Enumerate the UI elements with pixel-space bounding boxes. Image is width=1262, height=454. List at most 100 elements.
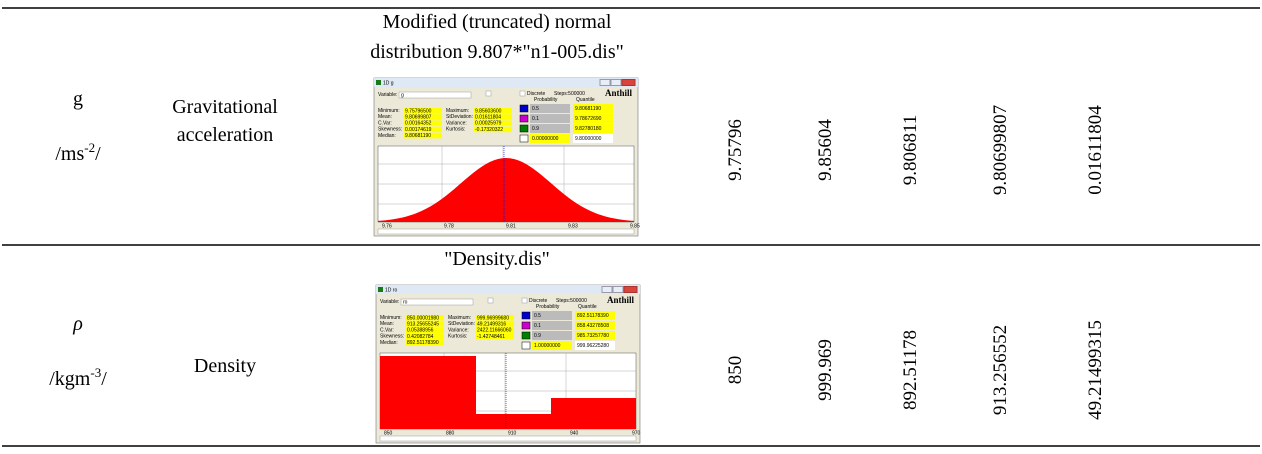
stat-value: 9.85603600 — [475, 108, 502, 114]
stat-value: 0.00164352 — [405, 121, 432, 127]
value: 913.256552 — [990, 325, 1011, 415]
unit: /kgm-3/ — [49, 365, 107, 390]
stat-label: Skewness: — [378, 127, 402, 133]
status-bar — [378, 229, 634, 234]
max-button — [611, 80, 621, 86]
swatch — [520, 135, 528, 142]
value: 9.85604 — [815, 119, 836, 181]
value: 49.21499315 — [1085, 320, 1106, 420]
quantile-header: Quantile — [578, 304, 597, 310]
document-table: g/ms-2/GravitationalaccelerationModified… — [0, 0, 1262, 454]
stat-value: 0.05388956 — [407, 328, 434, 334]
title-bar — [376, 285, 640, 294]
stat-value: 892.51178390 — [407, 340, 439, 346]
probability-header: Probability — [536, 304, 560, 310]
quantile-value: 9.80000000 — [575, 136, 602, 142]
stat-value: 0.42082784 — [407, 334, 434, 340]
brand: Anthill — [607, 295, 635, 305]
stat-label: Skewness: — [380, 334, 404, 340]
probability-value: 0.1 — [534, 323, 541, 329]
quantile-value: 858.43278508 — [577, 323, 609, 329]
axis-label: 9.78 — [444, 224, 454, 230]
value: 999.969 — [815, 339, 836, 401]
value: 0.01611804 — [1085, 105, 1106, 195]
stat-label: Median: — [380, 340, 398, 346]
value: 9.75796 — [725, 119, 746, 181]
close-button — [622, 80, 635, 86]
value: 9.806811 — [900, 115, 921, 186]
stat-value: 0.00025979 — [475, 121, 502, 127]
probability-value: 0.9 — [534, 333, 541, 339]
unit-part: / — [101, 368, 107, 390]
symbol: g — [73, 88, 83, 110]
axis-label: 9.83 — [568, 224, 578, 230]
stat-value: 9.75796500 — [405, 108, 432, 114]
variable-value: ro — [403, 300, 408, 306]
checkbox — [522, 298, 527, 303]
axis-label: 940 — [570, 431, 579, 437]
swatch — [520, 125, 528, 132]
unit-exponent: -3 — [90, 365, 101, 380]
unit: /ms-2/ — [55, 140, 101, 165]
stat-value: 913.25655245 — [407, 322, 439, 328]
stat-label: C.Var: — [380, 327, 394, 333]
quantile-value: 9.80681190 — [575, 106, 601, 112]
axis-label: 9.85 — [630, 224, 640, 230]
quantity-name: Gravitational — [172, 96, 278, 118]
swatch — [522, 322, 530, 329]
swatch — [522, 312, 530, 319]
probability-value: 0.9 — [532, 126, 539, 132]
axis-label: 9.76 — [382, 224, 392, 230]
stat-value: 9.80681190 — [405, 133, 431, 139]
quantile-value: 892.51178390 — [577, 313, 609, 319]
stat-value: 0.01611804 — [475, 115, 501, 121]
window-title: 1D ro — [385, 288, 397, 294]
stat-label: Median: — [378, 133, 396, 139]
distribution-title: "Density.dis" — [444, 248, 550, 270]
stat-label: StDeviation: — [448, 321, 475, 327]
value: 9.80699807 — [990, 105, 1011, 195]
stat-label: Mean: — [380, 321, 394, 327]
checkbox — [486, 91, 491, 96]
axis-label: 970 — [632, 431, 641, 437]
stat-label: Kurtosis: — [448, 334, 467, 340]
stat-value: 850.00001980 — [407, 315, 439, 321]
variable-value: g — [401, 93, 404, 99]
quantile-value: 999.96225280 — [577, 343, 609, 349]
swatch — [522, 342, 530, 349]
software-screenshot: 1D gVariable:gDiscreteSteps:500000Anthil… — [374, 78, 640, 236]
axis-label: 910 — [508, 431, 517, 437]
unit-part: /ms — [55, 143, 84, 165]
brand: Anthill — [605, 88, 633, 98]
swatch — [520, 115, 528, 122]
stat-label: Variance: — [448, 327, 469, 333]
status-bar — [380, 436, 636, 441]
swatch — [522, 332, 530, 339]
distribution-title: Modified (truncated) normal — [383, 11, 612, 33]
stat-value: 0.00174619 — [405, 127, 432, 133]
probability-value: 0.5 — [534, 313, 541, 319]
axis-label: 880 — [446, 431, 455, 437]
unit-part: / — [95, 143, 101, 165]
stat-value: -1.42748461 — [477, 334, 505, 340]
stat-label: Mean: — [378, 114, 392, 120]
variable-label: Variable: — [380, 299, 399, 305]
probability-value: 1.00000000 — [534, 343, 561, 349]
stat-value: 49.21499316 — [477, 322, 506, 328]
stat-label: Kurtosis: — [446, 127, 465, 133]
swatch — [520, 105, 528, 112]
axis-label: 850 — [384, 431, 393, 437]
distribution-title: distribution 9.807*"n1-005.dis" — [370, 41, 624, 63]
quantity-name: Density — [194, 355, 256, 377]
stat-value: 999.96999680 — [477, 315, 509, 321]
variable-label: Variable: — [378, 92, 397, 98]
stat-value: -0.17320322 — [475, 127, 503, 133]
stat-label: Variance: — [446, 120, 467, 126]
stat-label: Maximum: — [446, 108, 469, 114]
stat-label: StDeviation: — [446, 114, 473, 120]
probability-value: 0.5 — [532, 106, 539, 112]
probability-value: 0.00000000 — [532, 136, 559, 142]
quantile-value: 9.78672690 — [575, 116, 602, 122]
window-icon — [378, 287, 383, 292]
